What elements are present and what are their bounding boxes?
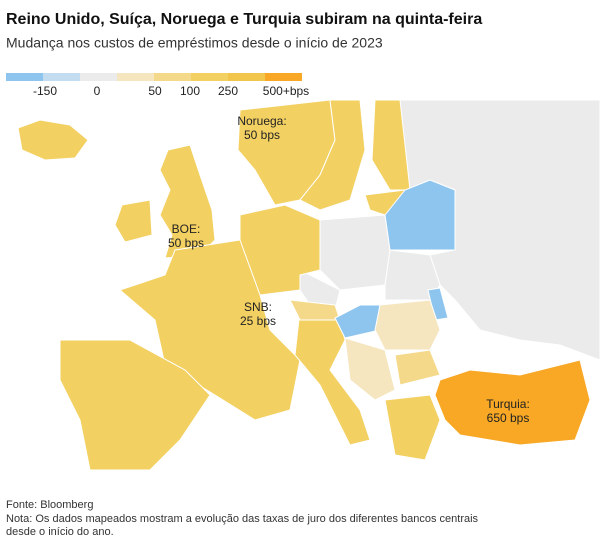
legend-label: 500+bps bbox=[263, 84, 309, 98]
legend-swatch bbox=[228, 73, 265, 81]
annotation: BOE: bbox=[172, 222, 201, 236]
region bbox=[344, 337, 396, 401]
legend-swatch bbox=[117, 73, 154, 81]
region bbox=[17, 119, 89, 161]
region bbox=[374, 299, 441, 351]
region bbox=[434, 359, 591, 446]
region bbox=[59, 339, 211, 471]
region bbox=[371, 99, 411, 191]
region bbox=[384, 179, 456, 251]
annotation: 50 bps bbox=[168, 236, 204, 250]
legend: -150 0 50 100 250 500+bps bbox=[6, 73, 309, 98]
annotation: 25 bps bbox=[240, 314, 276, 328]
legend-swatch bbox=[265, 73, 302, 81]
legend-swatch bbox=[43, 73, 80, 81]
legend-label: 100 bbox=[180, 84, 200, 98]
subtitle: Mudança nos custos de empréstimos desde … bbox=[6, 35, 383, 51]
region bbox=[299, 99, 366, 211]
region bbox=[114, 199, 153, 243]
region bbox=[119, 239, 301, 421]
legend-label: -150 bbox=[33, 84, 57, 98]
annotation: SNB: bbox=[244, 300, 272, 314]
legend-swatch bbox=[80, 73, 117, 81]
region bbox=[319, 214, 391, 291]
title: Reino Unido, Suíça, Noruega e Turquia su… bbox=[6, 11, 482, 28]
legend-label: 0 bbox=[94, 84, 101, 98]
region bbox=[394, 349, 441, 386]
source: Fonte: Bloomberg bbox=[6, 499, 93, 511]
legend-swatch bbox=[154, 73, 191, 81]
legend-swatch bbox=[191, 73, 228, 81]
legend-label: 50 bbox=[148, 84, 162, 98]
annotation: Turquia: bbox=[486, 397, 530, 411]
note: desde o início do ano. bbox=[6, 526, 114, 538]
annotation: 50 bps bbox=[244, 128, 280, 142]
annotation: Noruega: bbox=[237, 114, 286, 128]
annotation: 650 bps bbox=[487, 411, 530, 425]
legend-swatch bbox=[6, 73, 43, 81]
note: Nota: Os dados mapeados mostram a evoluç… bbox=[6, 513, 479, 525]
map bbox=[17, 99, 600, 471]
legend-label: 250 bbox=[218, 84, 238, 98]
region bbox=[384, 394, 441, 461]
